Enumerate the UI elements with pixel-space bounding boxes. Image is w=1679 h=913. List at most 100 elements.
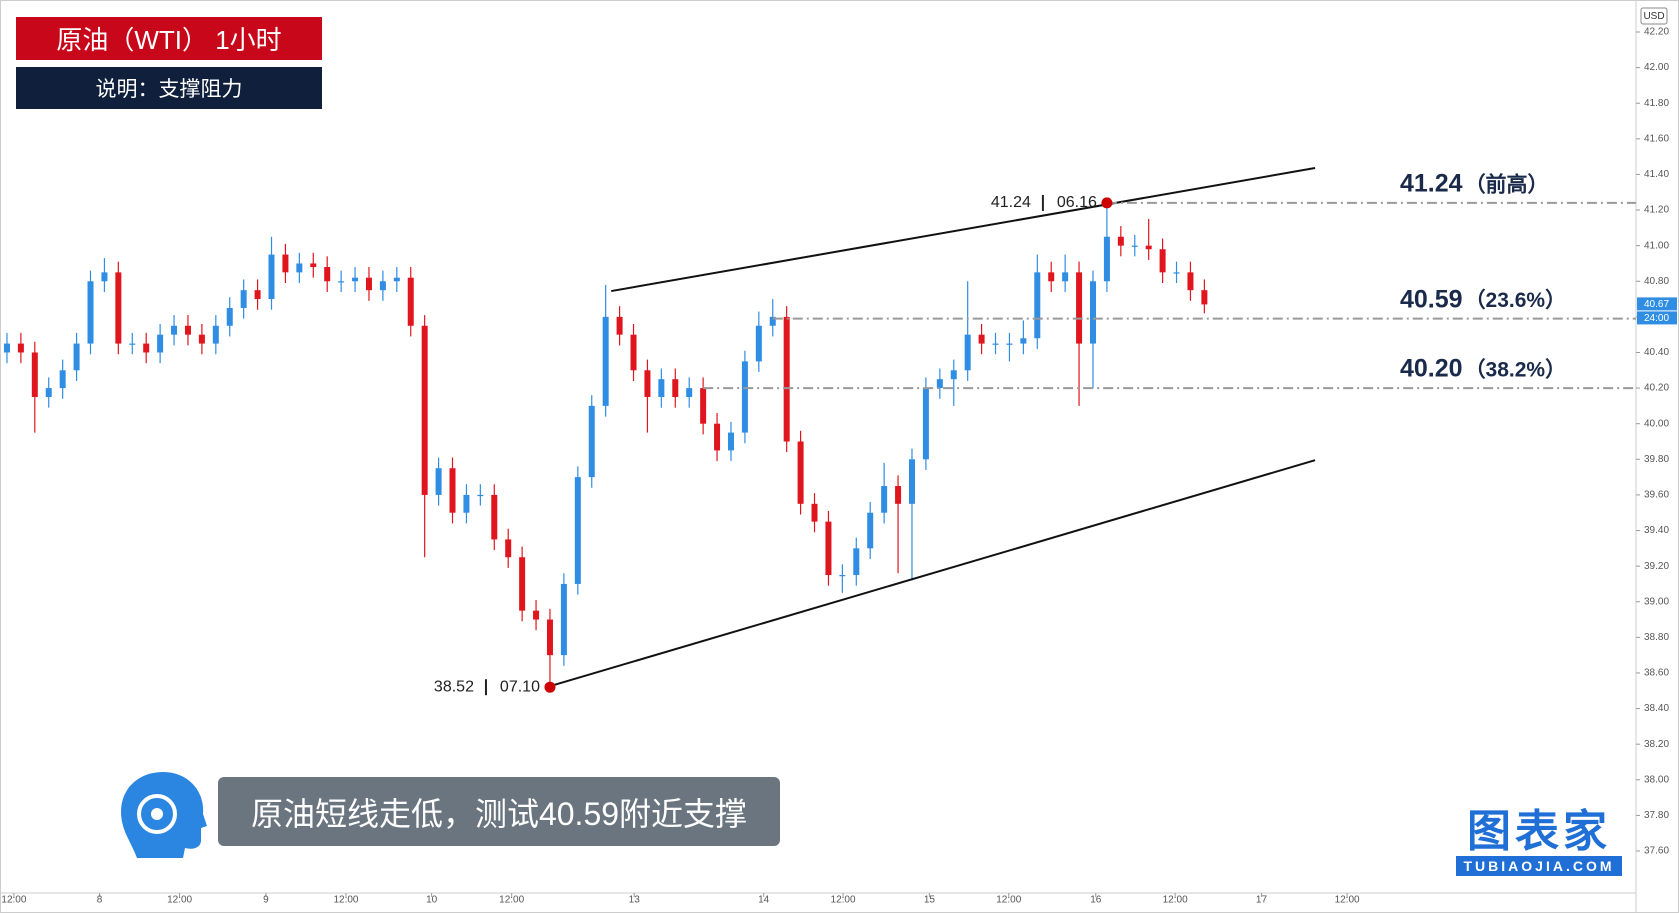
y-tick-label: 41.40 (1644, 169, 1669, 180)
y-tick-label: 38.80 (1644, 632, 1669, 643)
candle-body (992, 343, 999, 345)
level-label: （23.6%） (1465, 288, 1567, 312)
countdown-tag (1637, 311, 1677, 325)
candle-body (936, 379, 943, 389)
last-price: 40.67 (1644, 299, 1669, 310)
candle-body (1076, 272, 1083, 344)
extreme-value: 38.52 (434, 678, 474, 695)
y-tick-label: 37.60 (1644, 846, 1669, 857)
y-tick-label: 40.00 (1644, 418, 1669, 429)
y-tick-label: 42.20 (1644, 27, 1669, 38)
x-tick-label: 10 (426, 895, 438, 906)
level-label: （38.2%） (1465, 358, 1567, 382)
subtitle: 说明：支撑阻力 (95, 78, 243, 101)
head (121, 772, 207, 858)
x-tick-label: 8 (97, 895, 103, 906)
candle-body (1089, 281, 1096, 344)
candle-body (310, 263, 317, 268)
y-tick-label: 38.00 (1644, 774, 1669, 785)
candle-body (895, 486, 902, 504)
level-value: 41.24 (1400, 170, 1463, 198)
candle-body (783, 316, 790, 442)
candle-body (797, 441, 804, 504)
candle-body (714, 423, 721, 451)
candle-body (867, 512, 874, 549)
candle-body (435, 468, 442, 495)
extreme-dot (544, 681, 556, 693)
logo-icon (121, 772, 207, 858)
candle-body (1131, 245, 1138, 247)
brand-name: 图表家 (1467, 807, 1611, 856)
head-circuit (137, 794, 177, 834)
y-tick-label: 42.00 (1644, 62, 1669, 73)
candle-body (505, 539, 512, 558)
candle-body (282, 254, 289, 273)
extreme-date: 07.10 (500, 678, 540, 695)
candle-body (87, 281, 94, 344)
candle-body (1103, 236, 1110, 282)
candle-body (546, 619, 553, 656)
candle-body (769, 316, 776, 326)
extreme-dot (1101, 197, 1113, 209)
candle-body (644, 370, 651, 397)
y-tick-label: 38.20 (1644, 739, 1669, 750)
candle-body (700, 388, 707, 424)
candle-body (254, 290, 261, 300)
y-tick-label: 40.80 (1644, 276, 1669, 287)
candle-body (560, 583, 567, 656)
candle-body (630, 334, 637, 371)
candle-body (686, 388, 693, 397)
candle-body (143, 343, 150, 353)
candle-body (519, 557, 526, 611)
candle-body (477, 494, 484, 497)
candle-body (658, 379, 665, 397)
y-tick-label: 39.40 (1644, 525, 1669, 536)
candle-body (352, 277, 359, 282)
x-tick-label: 12:00 (167, 895, 192, 906)
caption: 原油短线走低，测试40.59附近支撑 (250, 795, 748, 832)
brand: 图表家 TUBIAOJIA.COM (1456, 808, 1622, 876)
level-value: 40.59 (1400, 285, 1463, 313)
x-tick-label: 9 (263, 895, 269, 906)
candle-body (881, 486, 888, 513)
last-price-tag (1637, 297, 1677, 311)
brand-site: TUBIAOJIA.COM (1456, 856, 1622, 876)
candle-body (533, 610, 540, 620)
y-tick-label: 37.80 (1644, 810, 1669, 821)
x-tick-label: 14 (758, 895, 770, 906)
candle-body (449, 468, 456, 513)
y-tick-label: 39.20 (1644, 561, 1669, 572)
candle-body (672, 379, 679, 397)
candle-body (59, 370, 66, 389)
x-tick-label: 12:00 (499, 895, 524, 906)
candle-body (1062, 272, 1069, 282)
candle-body (811, 503, 818, 522)
y-tick-label: 39.60 (1644, 490, 1669, 501)
candle-body (171, 325, 178, 335)
candle-body (268, 254, 275, 300)
candle-body (212, 325, 219, 344)
y-tick-label: 38.40 (1644, 703, 1669, 714)
candle-body (3, 343, 10, 353)
x-tick-label: 12:00 (333, 895, 358, 906)
candle-body (1187, 272, 1194, 291)
candle-body (379, 281, 386, 291)
candle-body (588, 405, 595, 478)
y-tick-label: 41.20 (1644, 205, 1669, 216)
x-tick-label: 17 (1256, 895, 1268, 906)
candle-body (157, 334, 164, 353)
candle-body (365, 277, 372, 291)
trend-line (611, 167, 1316, 293)
candle-body (73, 343, 80, 371)
caption-box: 原油短线走低，测试40.59附近支撑 (218, 777, 780, 846)
level-value: 40.20 (1400, 355, 1463, 383)
candle-body (1145, 245, 1152, 250)
candle-body (978, 334, 985, 344)
candle-body (616, 316, 623, 335)
subtitle-box: 说明：支撑阻力 (16, 67, 322, 109)
candle-body (491, 494, 498, 540)
candle-body (1159, 249, 1166, 273)
